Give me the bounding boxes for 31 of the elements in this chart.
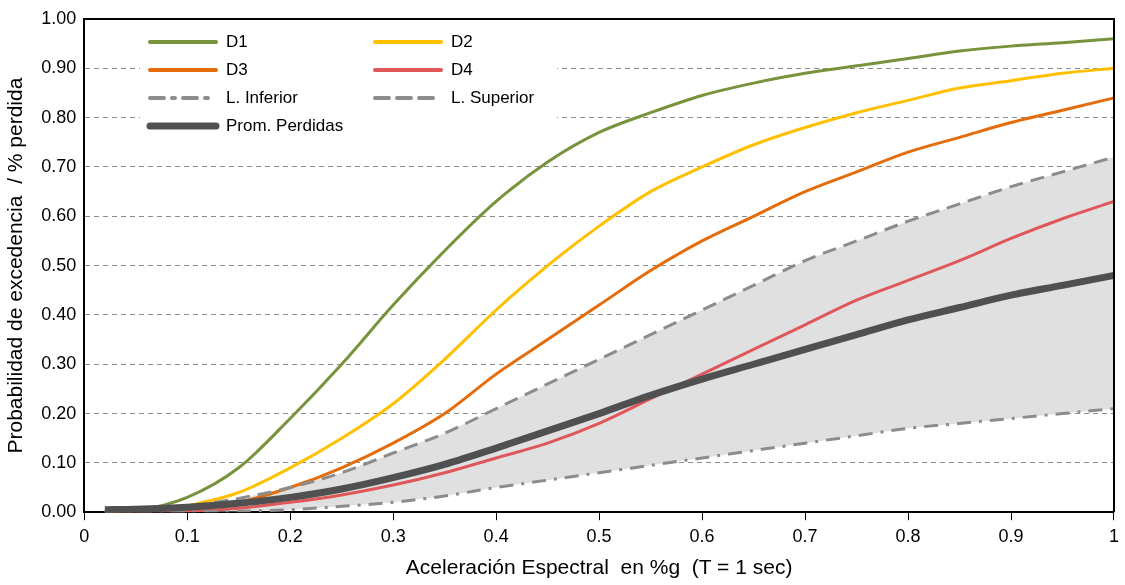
- x-tick-label: 0: [79, 525, 90, 546]
- y-tick-label: 0.40: [41, 303, 77, 324]
- x-tick-label: 0.3: [380, 525, 406, 546]
- y-axis-title: Probabilidad de excedencia / % perdida: [3, 77, 27, 454]
- legend-label: L. Inferior: [226, 88, 298, 108]
- legend-label: D4: [451, 60, 473, 80]
- legend-label: L. Superior: [451, 88, 535, 108]
- legend-label: Prom. Perdidas: [226, 116, 344, 136]
- legend-label: D3: [226, 60, 248, 80]
- y-tick-label: 0.60: [41, 205, 77, 226]
- x-tick-label: 0.7: [792, 525, 818, 546]
- x-tick-label: 0.8: [895, 525, 921, 546]
- y-tick-label: 0.20: [41, 402, 77, 423]
- y-tick-label: 0.70: [41, 155, 77, 176]
- y-tick-label: 0.30: [41, 353, 77, 374]
- legend-label: D2: [451, 32, 473, 52]
- y-tick-label: 0.00: [41, 501, 77, 522]
- y-tick-label: 0.10: [41, 451, 77, 472]
- y-tick-label: 0.90: [41, 57, 77, 78]
- y-tick-label: 0.50: [41, 254, 77, 275]
- x-tick-label: 1: [1108, 525, 1119, 546]
- x-tick-label: 0.5: [586, 525, 612, 546]
- x-tick-label: 0.2: [277, 525, 303, 546]
- x-tick-label: 0.9: [998, 525, 1024, 546]
- x-tick-label: 0.6: [689, 525, 715, 546]
- x-axis-title: Aceleración Espectral en %g (T = 1 sec): [405, 555, 793, 579]
- x-tick-label: 0.4: [483, 525, 509, 546]
- legend-label: D1: [226, 32, 248, 52]
- x-tick-label: 0.1: [174, 525, 200, 546]
- y-tick-label: 1.00: [41, 7, 77, 28]
- y-tick-label: 0.80: [41, 106, 77, 127]
